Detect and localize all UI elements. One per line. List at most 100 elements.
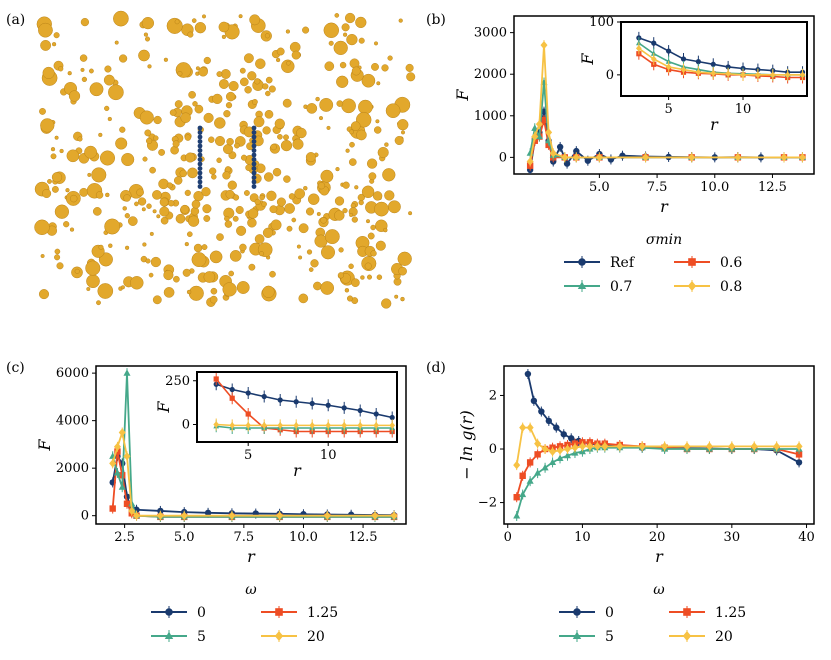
particle (338, 247, 344, 253)
particle (80, 18, 90, 27)
d-data-point-20 (773, 442, 781, 451)
particle (39, 289, 50, 300)
panel-label-a: (a) (6, 12, 25, 28)
d-xtick-label: 10 (574, 530, 591, 545)
particle (370, 224, 376, 231)
b-data-point-0.8 (688, 153, 696, 162)
particle (174, 100, 183, 109)
particle (216, 71, 223, 78)
d-ytick-label: 0 (489, 442, 497, 457)
particle (394, 135, 404, 145)
particle (68, 90, 81, 102)
particle (254, 198, 261, 206)
b-data-point-Ref (563, 160, 571, 167)
d-data-point-0 (568, 435, 575, 442)
particle (266, 190, 277, 201)
c-inset: 5 10 0 250 r F (154, 371, 398, 480)
particle (376, 81, 381, 86)
particle (270, 143, 277, 151)
b-inset-axes-frame (620, 21, 808, 97)
d-data-point-20 (728, 442, 736, 451)
c-ytick-label: 6000 (56, 366, 89, 381)
particle (220, 69, 231, 79)
tracer-particle (197, 170, 203, 176)
particle (104, 218, 121, 235)
particle (348, 263, 354, 269)
particle (376, 274, 383, 280)
c-data-point-20 (156, 511, 164, 520)
particle (144, 36, 150, 42)
particle (39, 108, 46, 115)
particle (366, 219, 371, 224)
particle (186, 231, 193, 237)
particle (69, 227, 75, 232)
particle (191, 18, 197, 23)
particle (152, 209, 157, 214)
particle (163, 287, 175, 298)
c-data-point-1.25 (109, 505, 116, 512)
particle (201, 244, 208, 251)
panel-label-d: (d) (426, 360, 446, 376)
particle (66, 149, 80, 163)
d-data-point-1.25 (534, 451, 541, 458)
particle (337, 272, 345, 279)
b-data-point-0.7 (531, 124, 539, 131)
particle (334, 210, 345, 221)
particle (385, 103, 401, 118)
tracer-particle (197, 125, 203, 131)
c-inset-data-point-0 (357, 407, 363, 414)
particle (228, 80, 239, 91)
particle (294, 188, 306, 199)
c-data-point-20 (276, 511, 284, 520)
b-inset-data-point-Ref (695, 59, 701, 65)
particle (305, 152, 316, 163)
particle (320, 281, 335, 295)
particle (374, 126, 382, 134)
particle (291, 50, 301, 60)
particle (348, 158, 357, 166)
b-data-point-0.8 (734, 153, 742, 162)
particle (222, 282, 237, 297)
particle (150, 256, 162, 268)
d-legend-title: ω (653, 582, 665, 598)
particle (344, 288, 350, 293)
particle (218, 21, 230, 33)
b-inset-data-point-Ref (680, 56, 687, 62)
d-data-point-5 (556, 454, 564, 461)
particle (173, 275, 180, 283)
b-inset-data-point-0.8 (695, 68, 702, 76)
particle (324, 229, 340, 245)
particle (265, 90, 271, 97)
particle (203, 56, 211, 65)
c-inset-data-point-20 (389, 421, 396, 429)
particle (342, 208, 348, 214)
b-data-point-0.8 (572, 153, 580, 162)
d-ytick-label: −2 (478, 496, 497, 511)
particle (166, 182, 173, 189)
particle (398, 18, 403, 23)
particle (371, 63, 379, 71)
particle (358, 99, 373, 115)
particle (397, 251, 412, 266)
particle (146, 137, 153, 145)
particle (323, 22, 339, 38)
particle (105, 192, 110, 198)
c-ytick-label: 4000 (56, 414, 89, 429)
particle (79, 187, 89, 197)
c-inset-data-point-20 (261, 421, 268, 429)
particle (216, 157, 222, 164)
b-xtick-label: 7.5 (647, 180, 668, 195)
d-data-point-0 (560, 431, 567, 438)
particle (262, 227, 274, 238)
c-data-point-0 (204, 509, 212, 517)
particle (159, 197, 169, 207)
c-inset-data-point-20 (277, 421, 284, 429)
tracer-particle (197, 143, 203, 149)
particle (272, 167, 282, 177)
b-ylabel: F (453, 89, 472, 102)
particle (149, 166, 156, 174)
particle (298, 293, 309, 304)
particle (40, 40, 51, 51)
c-inset-ytick-label: 250 (165, 374, 190, 389)
d-xtick-label: 40 (798, 530, 815, 545)
